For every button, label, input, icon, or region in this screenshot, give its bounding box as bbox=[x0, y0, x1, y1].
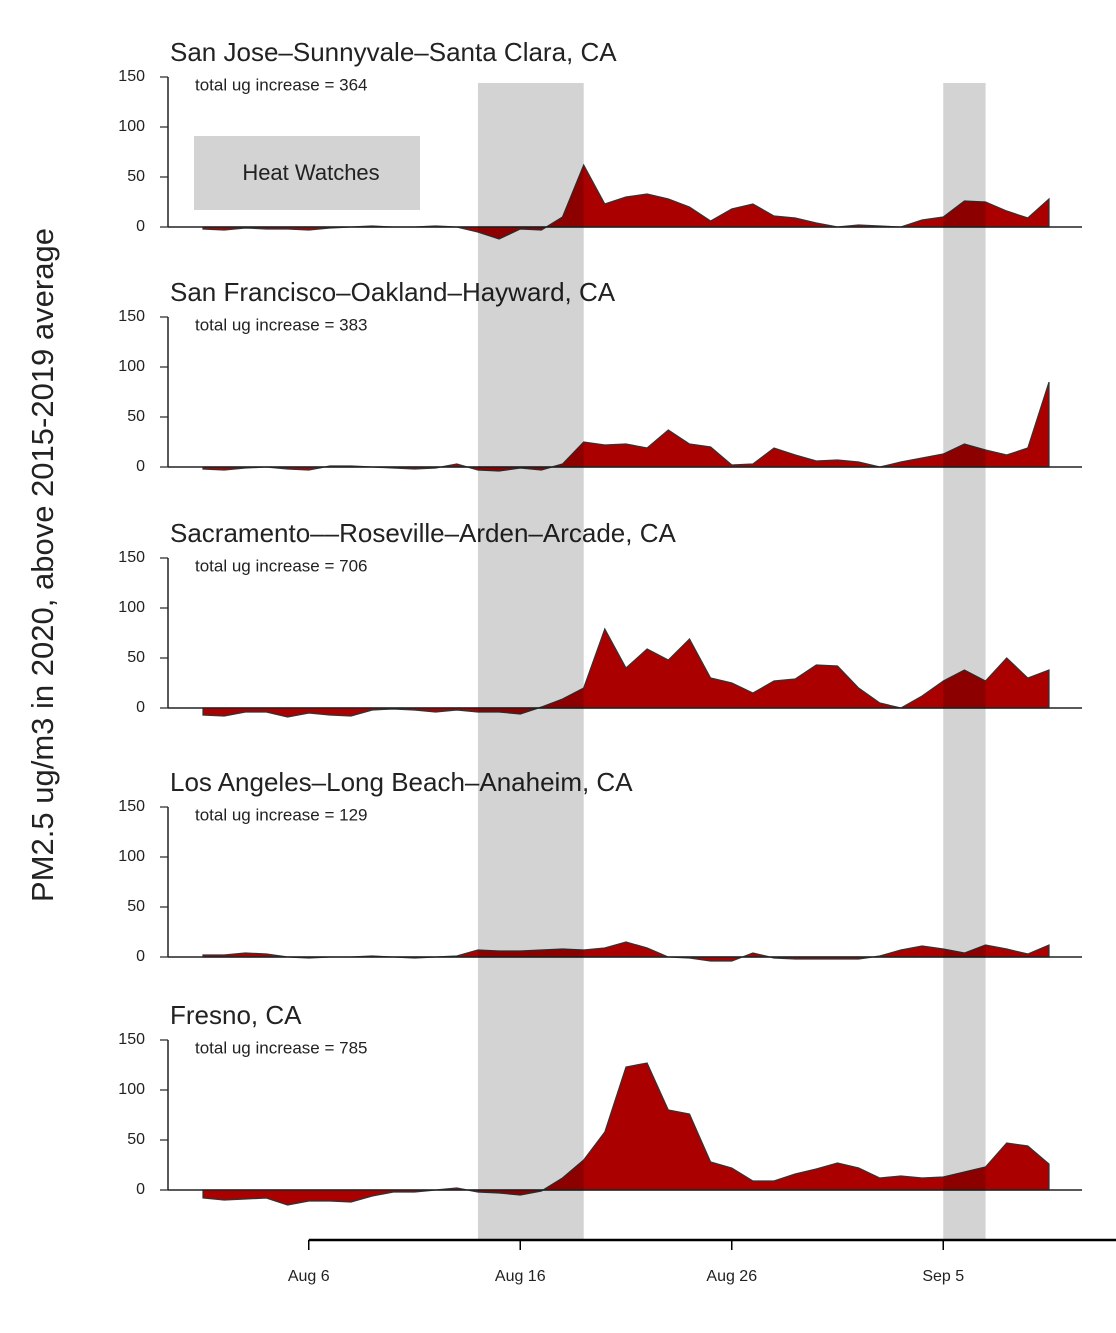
y-tick-label: 0 bbox=[136, 458, 145, 475]
y-tick-label: 50 bbox=[127, 649, 145, 666]
annotation: total ug increase = 129 bbox=[195, 805, 367, 824]
area bbox=[202, 163, 1050, 240]
x-tick-label: Sep 5 bbox=[922, 1268, 964, 1285]
y-tick-label: 100 bbox=[118, 118, 145, 135]
y-tick-label: 0 bbox=[136, 948, 145, 965]
area bbox=[202, 627, 1050, 718]
y-tick-label: 100 bbox=[118, 599, 145, 616]
panel-title: Fresno, CA bbox=[170, 1000, 302, 1030]
y-axis-label: PM2.5 ug/m3 in 2020, above 2015-2019 ave… bbox=[25, 228, 60, 902]
y-tick-label: 150 bbox=[118, 68, 145, 85]
panel-title: San Jose–Sunnyvale–Santa Clara, CA bbox=[170, 37, 617, 67]
y-tick-label: 150 bbox=[118, 1031, 145, 1048]
x-tick-label: Aug 26 bbox=[706, 1268, 757, 1285]
x-tick-label: Aug 16 bbox=[495, 1268, 546, 1285]
area bbox=[202, 1062, 1050, 1206]
panel-title: Sacramento––Roseville–Arden–Arcade, CA bbox=[170, 518, 676, 548]
heat-watch-band bbox=[477, 83, 584, 1240]
y-tick-label: 0 bbox=[136, 699, 145, 716]
area bbox=[202, 381, 1050, 472]
legend-box bbox=[194, 136, 420, 210]
heat-watch-overlay bbox=[477, 83, 986, 1240]
y-tick-label: 150 bbox=[118, 549, 145, 566]
y-tick-label: 100 bbox=[118, 1081, 145, 1098]
y-tick-label: 50 bbox=[127, 168, 145, 185]
panels: 0 50 100 150 San Jose–Sunnyvale–Santa Clara,… bbox=[118, 37, 1082, 1206]
annotation: total ug increase = 383 bbox=[195, 315, 367, 334]
y-tick-label: 150 bbox=[118, 308, 145, 325]
y-tick-label: 50 bbox=[127, 898, 145, 915]
annotation: total ug increase = 364 bbox=[195, 75, 367, 94]
y-tick-label: 0 bbox=[136, 218, 145, 235]
y-tick-label: 50 bbox=[127, 1131, 145, 1148]
area bbox=[202, 941, 1050, 962]
y-tick-label: 0 bbox=[136, 1181, 145, 1198]
y-tick-label: 150 bbox=[118, 798, 145, 815]
x-tick-label: Aug 6 bbox=[288, 1268, 330, 1285]
y-tick-label: 100 bbox=[118, 358, 145, 375]
y-tick-label: 50 bbox=[127, 408, 145, 425]
annotation: total ug increase = 785 bbox=[195, 1038, 367, 1057]
y-tick-label: 100 bbox=[118, 848, 145, 865]
legend-label: Heat Watches bbox=[242, 160, 379, 185]
annotation: total ug increase = 706 bbox=[195, 556, 367, 575]
heat-watch-band bbox=[943, 83, 986, 1240]
